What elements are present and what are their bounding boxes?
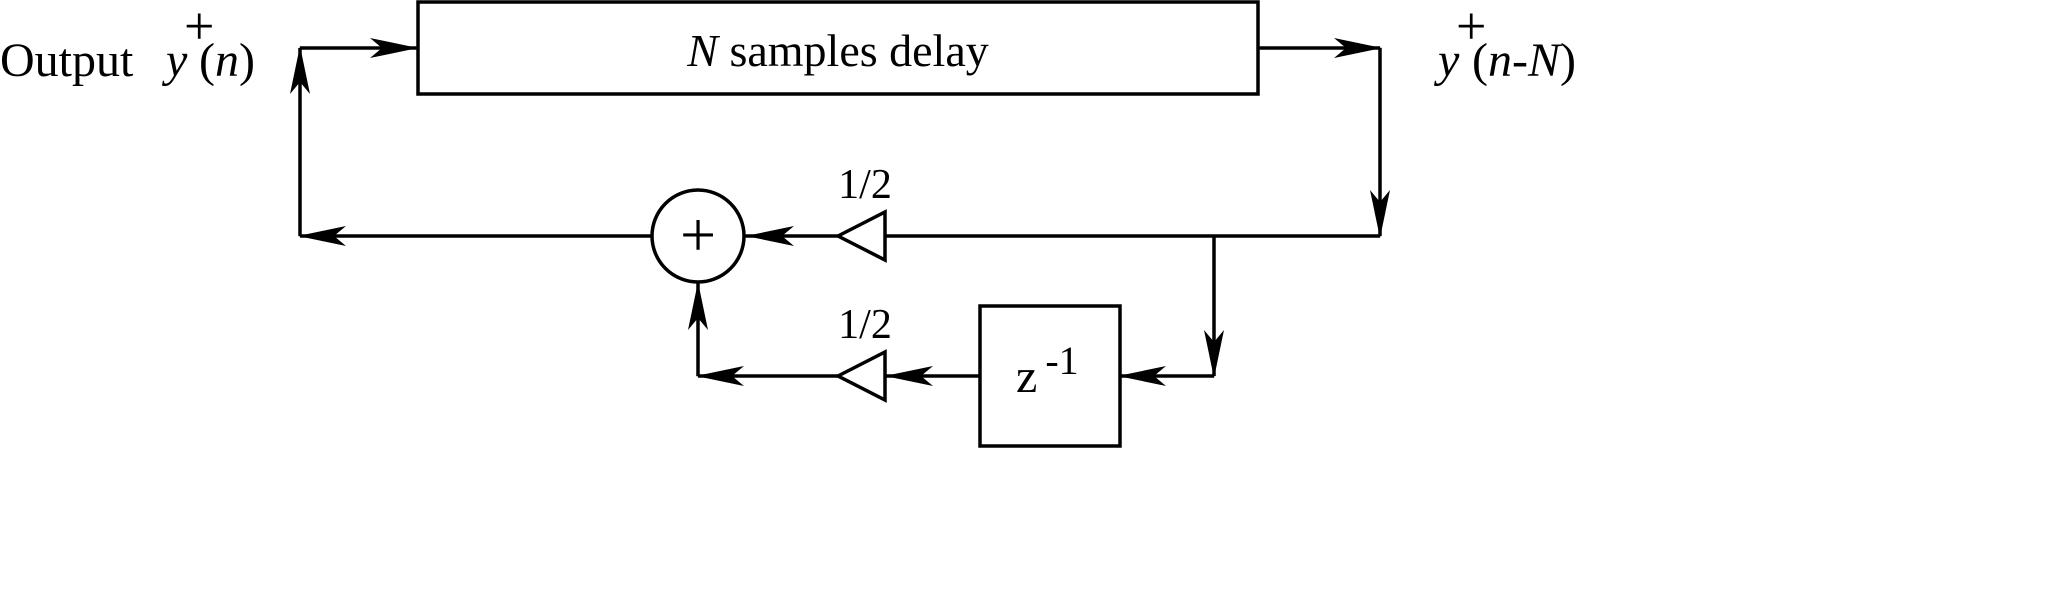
- output-label: Output: [0, 34, 134, 87]
- delayed-plus-superscript: +: [1456, 0, 1486, 56]
- unit-delay-label: z -1: [1016, 338, 1079, 403]
- input-signal-label: y + (n): [161, 0, 255, 87]
- unit-delay-block: [978, 304, 1122, 448]
- adder-symbol: +: [680, 199, 716, 270]
- input-plus-superscript: +: [184, 0, 214, 56]
- upper-gain-label: 1/2: [838, 162, 892, 208]
- lower-gain-triangle: [834, 349, 887, 403]
- lower-gain-label: 1/2: [838, 302, 892, 348]
- upper-gain-triangle: [834, 209, 887, 263]
- delayed-y-symbol: y: [1433, 34, 1460, 87]
- delayed-argument: (n-N): [1472, 34, 1576, 87]
- input-y-symbol: y: [161, 34, 188, 87]
- n-samples-delay-block: [416, 0, 1260, 96]
- input-argument: (n): [199, 34, 255, 87]
- delay-block-label: N samples delay: [686, 25, 989, 76]
- input-n-symbol: n: [215, 34, 239, 87]
- delayed-signal-label: y + (n-N): [1433, 0, 1576, 87]
